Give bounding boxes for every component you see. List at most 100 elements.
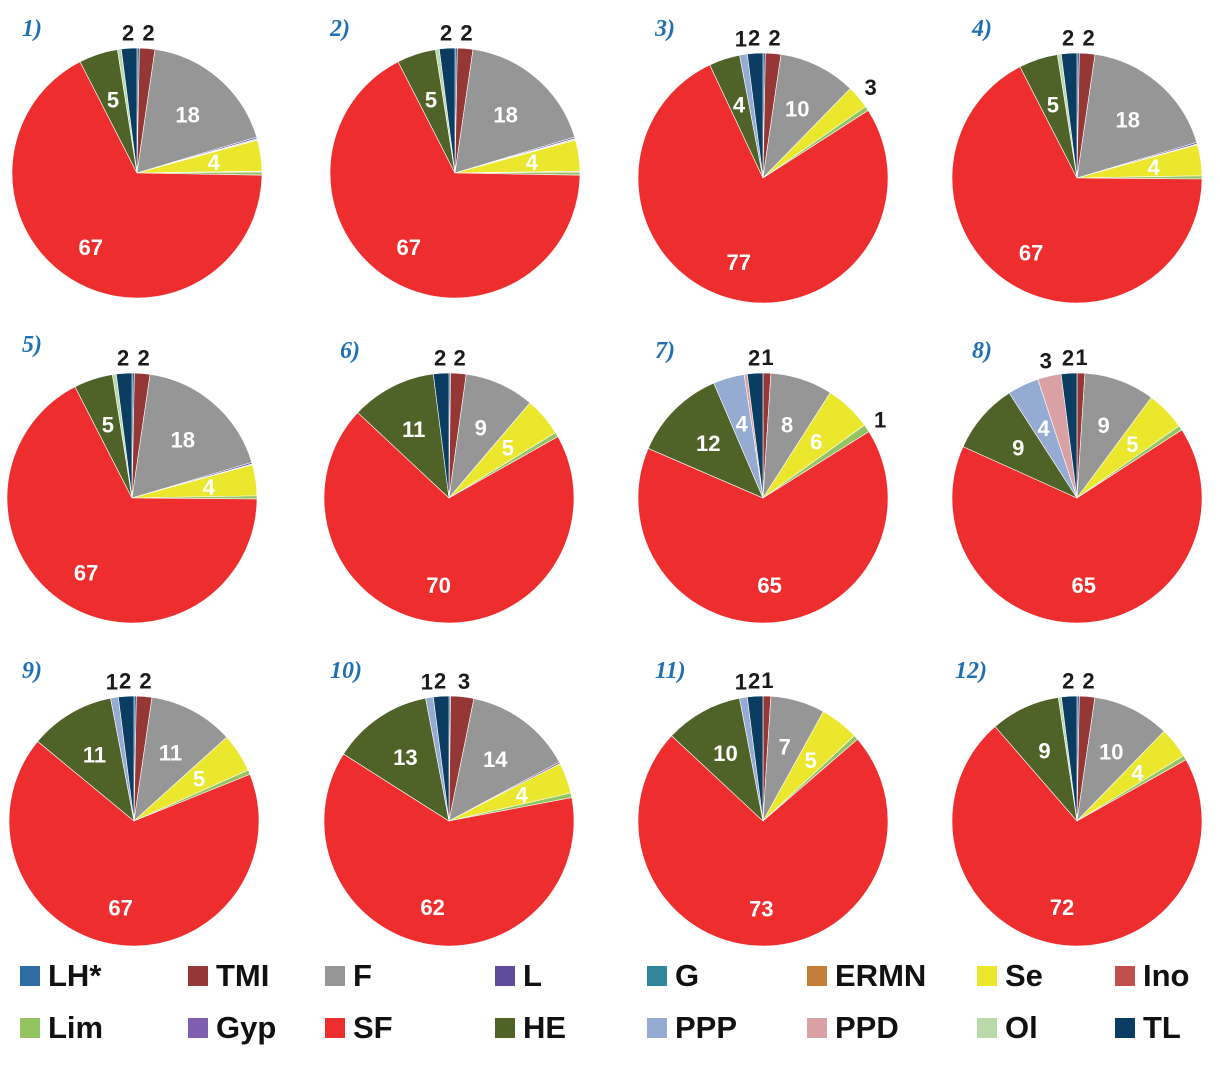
- legend-item-ino: Ino: [1115, 950, 1190, 1002]
- pie-chart-2: 2) 2 18 4 67 5 2: [329, 16, 581, 299]
- slice-sf: [951, 726, 1203, 947]
- legend-label: PPP: [675, 1010, 738, 1045]
- legend-swatch: [807, 1018, 827, 1038]
- data-label-f: 7: [779, 735, 791, 760]
- slice-f: [762, 53, 851, 179]
- legend-label: SF: [353, 1010, 393, 1045]
- slice-sf: [11, 61, 263, 299]
- legend-swatch: [495, 966, 515, 986]
- chart-title: 10): [330, 658, 362, 684]
- data-label-ppd: 3: [1040, 349, 1052, 374]
- chart-title: 9): [22, 658, 42, 684]
- legend-item-lim: Lim: [20, 1002, 103, 1054]
- slice-sf: [6, 386, 258, 624]
- data-label-se: 4: [526, 150, 539, 175]
- slice-he: [37, 697, 135, 822]
- slice-sf: [951, 66, 1203, 304]
- legend-swatch: [647, 1018, 667, 1038]
- legend-label: TMI: [216, 958, 270, 993]
- legend-swatch: [977, 966, 997, 986]
- legend-label: ERMN: [835, 958, 927, 993]
- legend-item-tmi: TMI: [188, 950, 269, 1002]
- pie-chart-6: 6) 2 95 70 11 2: [323, 338, 575, 624]
- slice-sf: [637, 64, 889, 304]
- legend-label: G: [675, 958, 700, 993]
- slice-tl: [746, 695, 764, 822]
- data-label-he: 9: [1012, 436, 1024, 461]
- data-label-se: 5: [502, 436, 514, 461]
- slice-tl: [432, 372, 450, 499]
- data-label-he: 11: [402, 417, 425, 442]
- data-label-f: 9: [475, 415, 487, 440]
- data-label-tmi: 2: [142, 21, 154, 46]
- slice-sf: [323, 412, 575, 624]
- slice-f: [1076, 696, 1165, 822]
- data-label-tl: 2: [748, 345, 760, 370]
- data-label-sf: 77: [727, 250, 751, 275]
- data-label-he: 13: [393, 745, 417, 770]
- slice-tl: [1060, 372, 1078, 499]
- data-label-he: 5: [425, 87, 437, 112]
- data-label-he: 5: [107, 87, 119, 112]
- data-label-tl: 2: [440, 20, 452, 45]
- legend-swatch: [495, 1018, 515, 1038]
- slice-he: [357, 373, 450, 499]
- data-label-sf: 65: [1071, 573, 1095, 598]
- pie-chart-1: 1) 2 18 4 67 5 2: [11, 16, 263, 299]
- legend-label: HE: [523, 1010, 567, 1045]
- chart-title: 8): [972, 338, 992, 364]
- data-label-tl: 2: [748, 25, 760, 50]
- legend-label: L: [523, 958, 542, 993]
- data-label-tmi: 1: [761, 345, 773, 370]
- data-label-f: 18: [493, 102, 517, 127]
- legend-label: Ino: [1143, 958, 1190, 993]
- data-label-tmi: 1: [761, 668, 773, 693]
- slice-f: [1076, 53, 1198, 179]
- chart-title: 6): [340, 338, 360, 364]
- data-label-ppp: 1: [106, 670, 118, 695]
- data-label-sf: 67: [108, 896, 132, 921]
- data-label-he: 4: [733, 92, 746, 117]
- slice-tl: [746, 52, 764, 179]
- slice-tl: [120, 47, 138, 174]
- data-label-he: 9: [1038, 739, 1050, 764]
- slice-sf: [8, 740, 260, 947]
- data-label-sf: 67: [396, 235, 420, 260]
- data-label-se: 4: [203, 475, 216, 500]
- data-label-se: 4: [1148, 155, 1161, 180]
- slice-tl: [432, 695, 450, 822]
- data-label-he: 12: [696, 431, 720, 456]
- data-label-se: 3: [864, 75, 876, 100]
- slice-sf: [637, 735, 889, 947]
- legend-item-he: HE: [495, 1002, 566, 1054]
- slice-f: [136, 48, 258, 174]
- chart-title: 12): [955, 658, 987, 684]
- data-label-ppp: 1: [421, 670, 433, 695]
- data-label-sf: 67: [1019, 241, 1043, 266]
- data-label-f: 11: [159, 741, 182, 766]
- legend-item-se: Se: [977, 950, 1043, 1002]
- data-label-f: 14: [483, 747, 508, 772]
- data-label-sf: 62: [420, 895, 444, 920]
- data-label-ppp: 1: [735, 670, 747, 695]
- data-label-se: 4: [516, 782, 529, 807]
- legend-swatch: [188, 1018, 208, 1038]
- slice-tl: [1060, 52, 1078, 179]
- slice-f: [454, 48, 576, 174]
- data-label-tl: 2: [434, 668, 446, 693]
- legend-item-ermn: ERMN: [807, 950, 926, 1002]
- data-label-f: 18: [175, 102, 199, 127]
- data-label-he: 10: [713, 741, 737, 766]
- slice-f: [133, 696, 228, 822]
- data-label-tl: 2: [434, 345, 446, 370]
- data-label-tl: 2: [122, 20, 134, 45]
- pie-chart-7: 7) 1 86 1 65 12 4 2: [637, 338, 889, 624]
- slice-tl: [1061, 695, 1078, 822]
- pie-chart-3: 3) 2 10 3 77 4 1 2: [637, 16, 889, 304]
- data-label-se: 4: [1131, 761, 1144, 786]
- data-label-ppp: 4: [1037, 416, 1050, 441]
- legend-item-lh: LH*: [20, 950, 101, 1002]
- slice-f: [131, 373, 253, 499]
- legend-label: F: [353, 958, 372, 993]
